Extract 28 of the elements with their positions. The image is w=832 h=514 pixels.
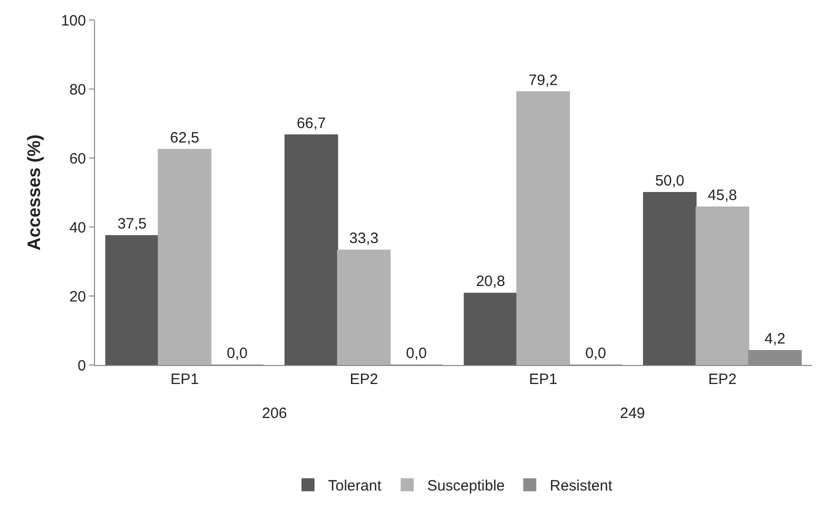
data-label: 20,8 [476, 273, 506, 290]
data-label: 0,0 [585, 345, 606, 362]
y-tick-label: 60 [69, 150, 86, 168]
y-tick-label: 80 [69, 81, 86, 98]
data-label: 37,5 [117, 216, 147, 233]
data-label: 0,0 [226, 345, 248, 362]
data-label: 66,7 [296, 114, 326, 132]
x-tick-label: EP1 [528, 371, 558, 388]
data-label: 50,0 [655, 172, 684, 190]
y-axis-title: Accesses (%) [24, 134, 44, 251]
x-tick-label: EP1 [170, 371, 199, 388]
x-tick-label: EP2 [708, 371, 737, 388]
x-tick-label: EP2 [350, 371, 378, 388]
data-label: 0,0 [406, 345, 427, 362]
text: 249 [620, 405, 646, 422]
y-tick-label: 0 [78, 357, 86, 374]
text: 206 [262, 405, 288, 422]
data-label: 79,2 [528, 72, 558, 89]
y-tick-label: 20 [69, 288, 86, 306]
legend-label: Susceptible [427, 478, 505, 495]
data-label: 33,3 [349, 230, 378, 248]
data-label: 45,8 [708, 186, 737, 204]
data-label: 62,5 [170, 129, 200, 146]
y-tick-label: 40 [69, 219, 86, 236]
legend-label: Resistent [550, 478, 614, 495]
y-tick-label: 100 [60, 12, 86, 30]
data-label: 4,2 [764, 330, 786, 348]
legend-label: Tolerant [328, 478, 382, 495]
